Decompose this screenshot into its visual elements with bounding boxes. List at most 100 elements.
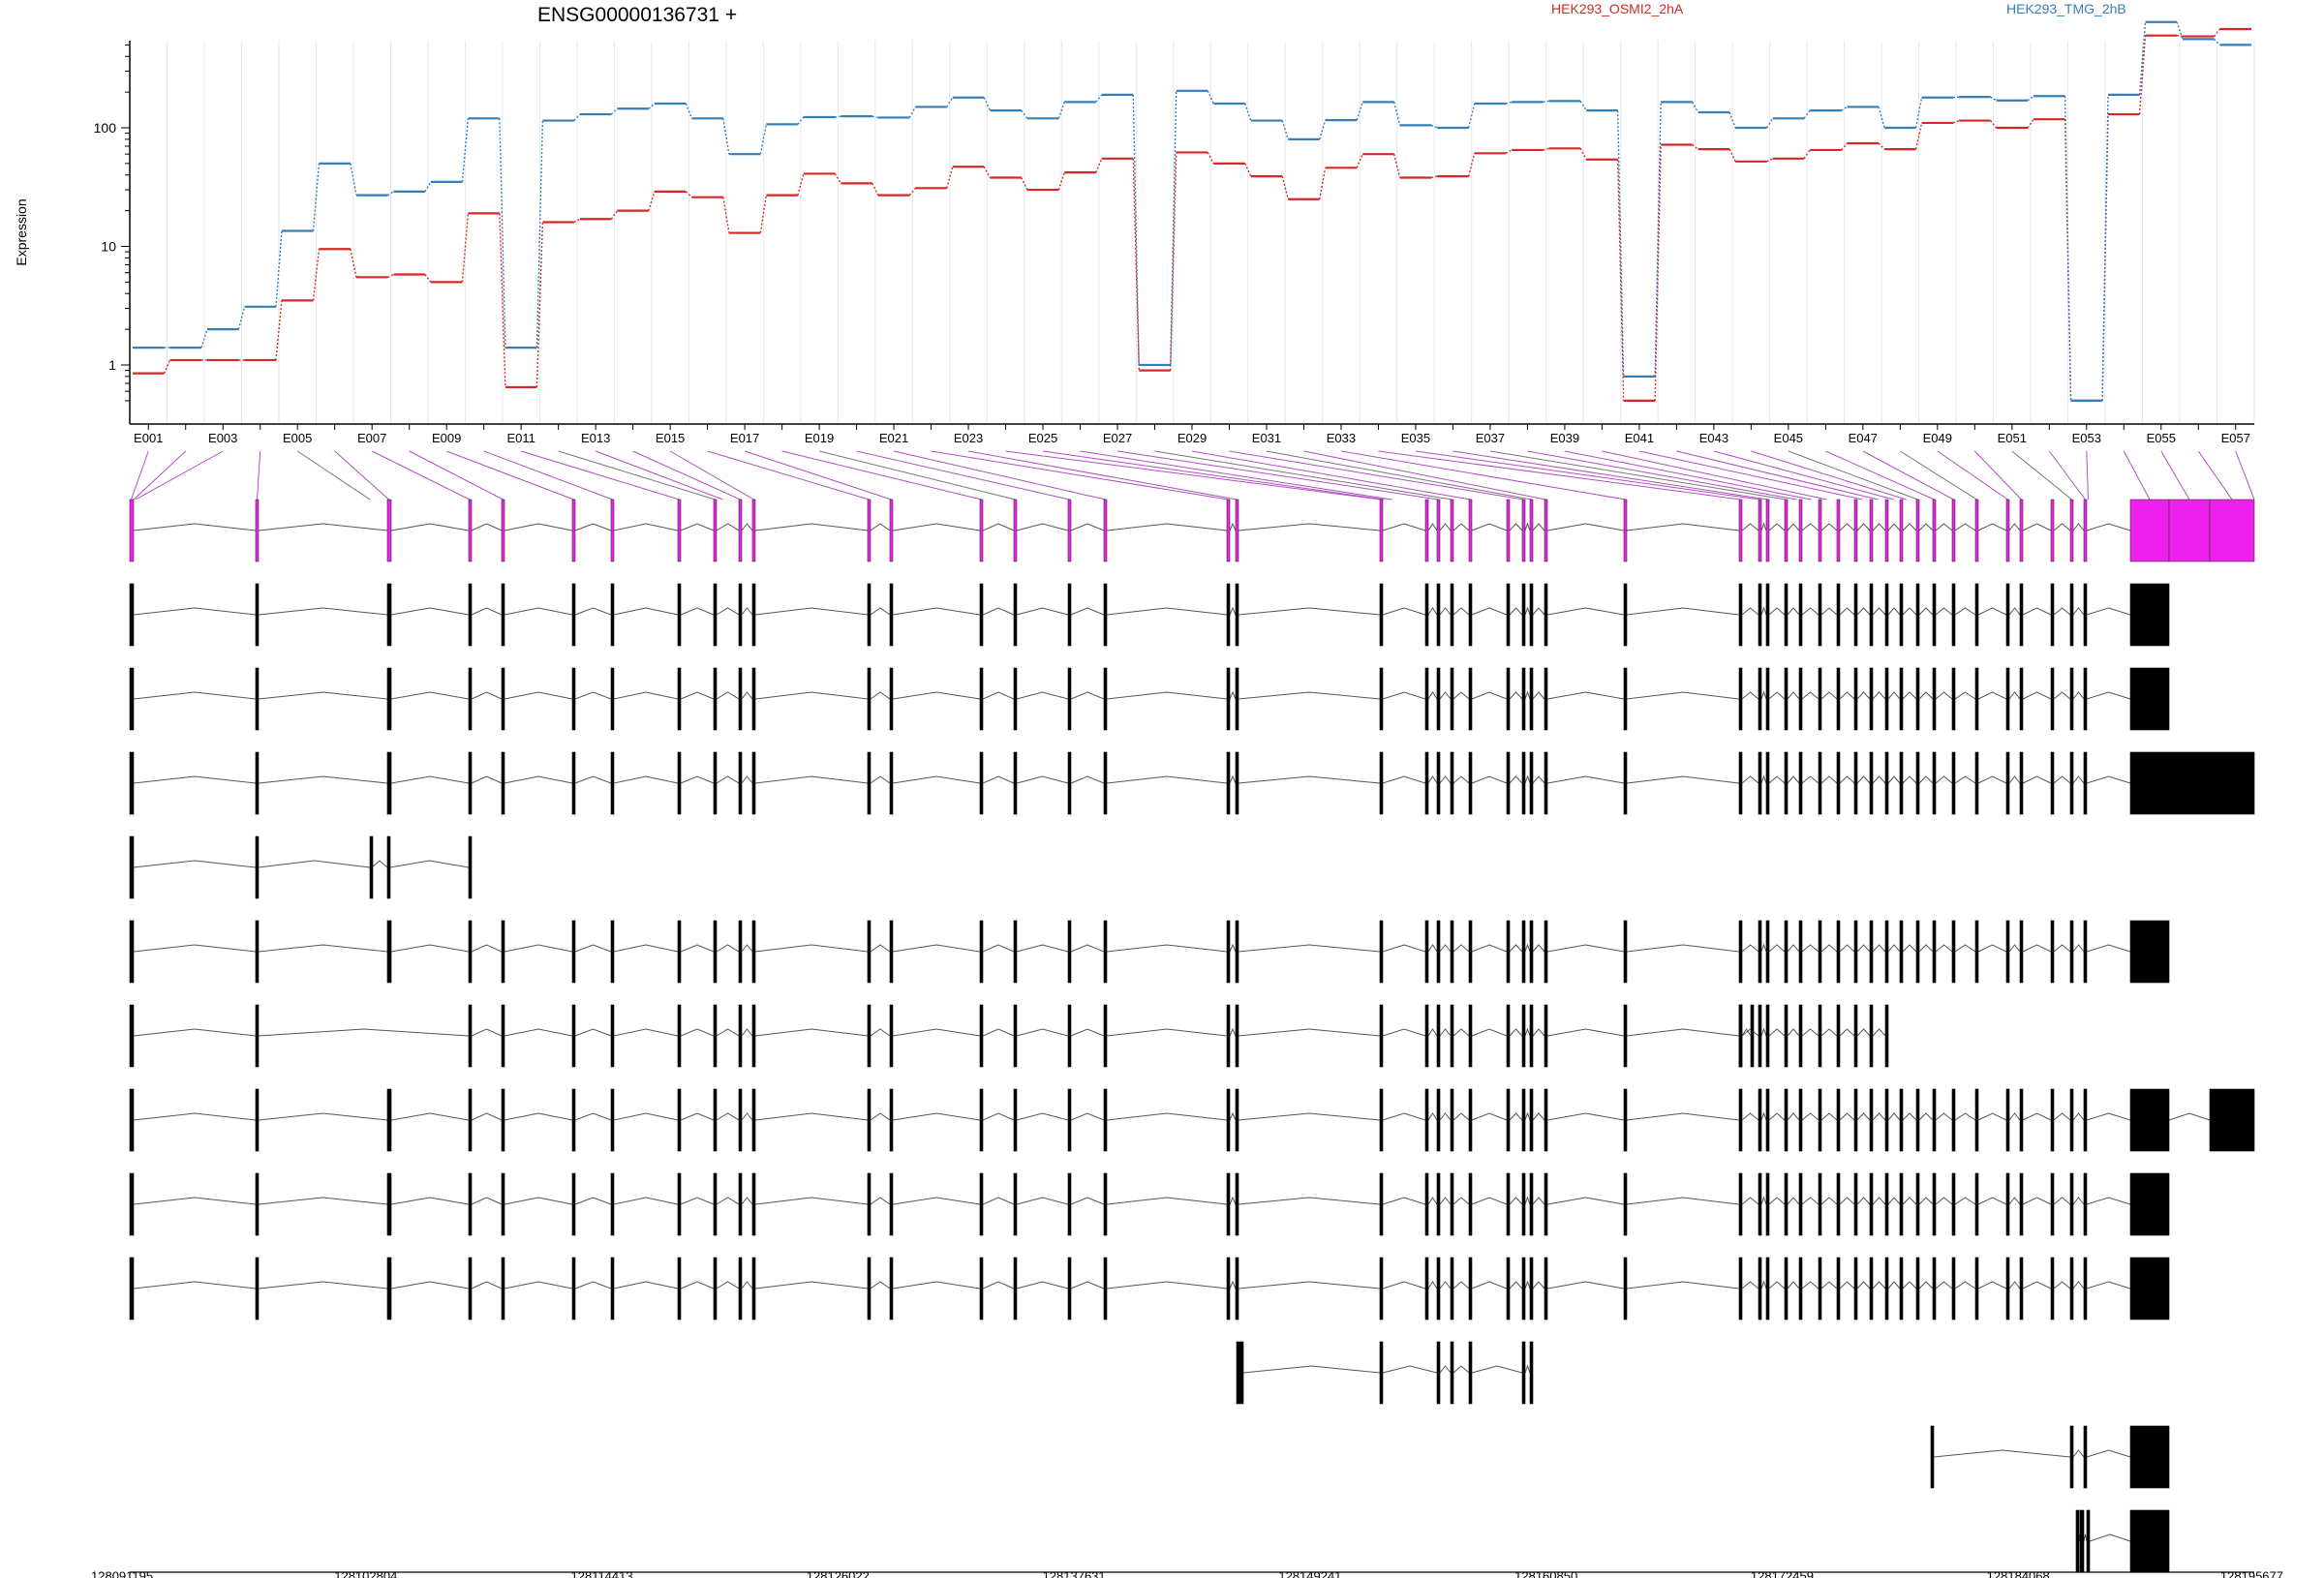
step-connector xyxy=(983,97,991,111)
exon-block xyxy=(1784,1172,1789,1236)
intron-line xyxy=(680,691,715,700)
intron-line xyxy=(471,523,503,531)
intron-line xyxy=(1439,523,1452,531)
intron-line xyxy=(1070,691,1105,700)
intron-line xyxy=(1820,944,1838,953)
intron-line xyxy=(1768,1028,1786,1037)
intron-line xyxy=(1760,522,1767,531)
exon-block xyxy=(468,583,473,647)
exon-block xyxy=(1798,920,1803,984)
intron-line xyxy=(1238,691,1381,700)
exon-block xyxy=(129,835,135,899)
intron-line xyxy=(1872,775,1886,784)
intron-line xyxy=(2072,607,2085,616)
intron-line xyxy=(1016,1197,1069,1205)
step-connector xyxy=(1021,109,1028,119)
step-connector xyxy=(1095,158,1103,173)
intron-line xyxy=(133,1112,257,1121)
exon-block xyxy=(1836,499,1841,562)
series-2 xyxy=(133,20,2251,402)
intron-line xyxy=(2022,1197,2052,1205)
exon-block xyxy=(1738,751,1743,815)
exon-connector xyxy=(2086,450,2089,501)
intron-line xyxy=(1935,1197,1953,1205)
intron-line xyxy=(1954,1197,1976,1205)
exon-connector xyxy=(931,450,1229,501)
x-tick-label: E023 xyxy=(954,431,983,445)
exon-block xyxy=(2069,751,2074,815)
exon-block xyxy=(2083,1425,2088,1489)
intron-line xyxy=(1626,1281,1740,1290)
exon-block xyxy=(1379,499,1384,562)
exon-block xyxy=(255,751,260,815)
exon-block xyxy=(2005,583,2010,647)
exon-block xyxy=(1623,1172,1628,1236)
exon-block xyxy=(867,667,872,731)
intron-line xyxy=(1382,607,1426,616)
exon-block xyxy=(2069,1172,2074,1236)
intron-line xyxy=(574,1281,612,1290)
exon-block xyxy=(1521,920,1526,984)
exon-block xyxy=(1103,1172,1108,1236)
intron-line xyxy=(1902,1197,1917,1205)
exon-block xyxy=(2129,499,2170,562)
exon-block xyxy=(1915,1257,1920,1320)
intron-line xyxy=(1229,1196,1237,1205)
exon-block xyxy=(468,1004,473,1068)
exon-block xyxy=(1226,1172,1231,1236)
exon-block xyxy=(1379,583,1384,647)
exon-block xyxy=(129,1088,135,1152)
exon-block xyxy=(1758,667,1762,731)
step-connector xyxy=(1543,100,1549,104)
exon-block xyxy=(1974,583,1979,647)
exon-block xyxy=(738,920,743,984)
exon-block xyxy=(1436,920,1441,984)
intron-line xyxy=(982,944,1015,953)
intron-line xyxy=(1918,523,1934,531)
exon-block xyxy=(1836,751,1841,815)
exon-block xyxy=(1623,1088,1628,1152)
exon-block xyxy=(1869,1172,1874,1236)
intron-line xyxy=(1741,691,1759,700)
exon-block xyxy=(1884,667,1889,731)
intron-line xyxy=(1471,523,1508,531)
step-connector xyxy=(1616,110,1625,377)
exon-block xyxy=(255,1004,260,1068)
intron-line xyxy=(1509,1197,1523,1205)
intron-line xyxy=(504,1112,573,1121)
intron-line xyxy=(2022,1112,2052,1121)
intron-line xyxy=(258,1281,388,1290)
intron-line xyxy=(1471,944,1508,953)
exon-block xyxy=(1506,751,1511,815)
exon-block xyxy=(1784,667,1789,731)
step-connector xyxy=(1990,96,1997,102)
intron-line xyxy=(1546,691,1625,700)
intron-line xyxy=(1016,775,1069,784)
step-connector xyxy=(424,181,432,193)
exon-block xyxy=(468,920,473,984)
exon-block xyxy=(1379,1172,1384,1236)
intron-line xyxy=(1954,1281,1976,1290)
exon-block xyxy=(1235,1004,1239,1068)
step-connector xyxy=(1990,120,1998,129)
exon-block xyxy=(255,835,260,899)
exon-block xyxy=(1765,1257,1770,1320)
exon-block xyxy=(468,1172,473,1236)
intron-line xyxy=(1741,1112,1759,1121)
exon-block xyxy=(1544,1172,1548,1236)
exon-block xyxy=(738,583,743,647)
exon-block xyxy=(867,920,872,984)
intron-line xyxy=(390,523,470,531)
step-connector xyxy=(2138,35,2147,115)
intron-line xyxy=(2086,691,2131,700)
intron-line xyxy=(1902,944,1917,953)
exon-block xyxy=(2129,583,2170,647)
series-1 xyxy=(133,27,2251,402)
intron-line xyxy=(133,607,257,616)
intron-line xyxy=(1106,1281,1228,1290)
exon-block xyxy=(1436,1341,1441,1405)
intron-line xyxy=(1532,1112,1545,1121)
intron-line xyxy=(1954,775,1976,784)
exon-block xyxy=(1869,1088,1874,1152)
